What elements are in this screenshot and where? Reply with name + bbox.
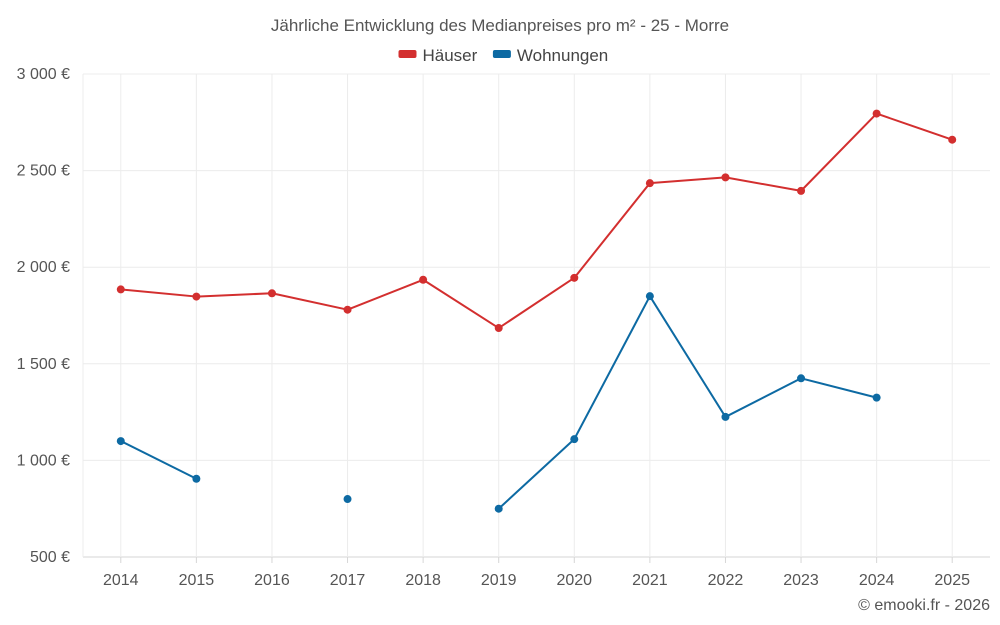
axis-layer: 500 € 1 000 € 1 500 € 2 000 € 2 500 € 3 000 €… [17,66,970,589]
series-line [498,295,877,510]
series-line [120,440,197,480]
data-point[interactable] [645,179,654,188]
legend-item[interactable]: Häuser [398,46,478,65]
y-tick-label: 1 500 € [17,356,70,373]
series-line [120,112,953,330]
data-point[interactable] [872,109,881,118]
x-tick-label: 2014 [103,572,139,589]
data-point[interactable] [872,393,881,402]
legend-label: Wohnungen [517,46,608,65]
grid-layer [83,73,990,558]
x-tick-label: 2016 [254,572,290,589]
legend: Häuser Wohnungen [398,46,608,65]
x-tick-label: 2023 [783,572,819,589]
data-point[interactable] [343,495,352,504]
y-tick-label: 500 € [30,549,70,566]
legend-item[interactable]: Wohnungen [492,46,608,65]
data-point[interactable] [192,474,201,483]
data-point[interactable] [570,435,579,444]
x-tick-label: 2017 [330,572,366,589]
series-0 [116,109,957,333]
x-tick-label: 2015 [179,572,215,589]
data-point[interactable] [116,285,125,294]
series-1 [116,292,881,513]
x-tick-label: 2018 [405,572,441,589]
y-tick-label: 3 000 € [17,66,70,83]
data-point[interactable] [797,186,806,195]
data-point[interactable] [343,305,352,314]
chart-title: Jährliche Entwicklung des Medianpreises … [271,16,729,35]
x-tick-label: 2021 [632,572,668,589]
data-point[interactable] [721,412,730,421]
data-point[interactable] [721,173,730,182]
series-layer [116,109,957,513]
y-tick-label: 2 500 € [17,163,70,180]
x-tick-label: 2025 [934,572,970,589]
data-point[interactable] [419,275,428,284]
data-point[interactable] [797,374,806,383]
data-point[interactable] [494,504,503,513]
x-tick-label: 2019 [481,572,517,589]
data-point[interactable] [267,289,276,298]
x-tick-label: 2022 [708,572,744,589]
x-tick-label: 2024 [859,572,895,589]
data-point[interactable] [116,437,125,446]
y-tick-label: 1 000 € [17,452,70,469]
y-tick-label: 2 000 € [17,259,70,276]
data-point[interactable] [494,324,503,333]
legend-swatch [492,50,511,58]
x-tick-label: 2020 [556,572,592,589]
credit-text: © emooki.fr - 2026 [858,597,990,614]
legend-swatch [398,50,417,58]
data-point[interactable] [192,292,201,301]
legend-label: Häuser [423,46,478,65]
data-point[interactable] [645,292,654,301]
data-point[interactable] [948,135,957,144]
data-point[interactable] [570,273,579,282]
